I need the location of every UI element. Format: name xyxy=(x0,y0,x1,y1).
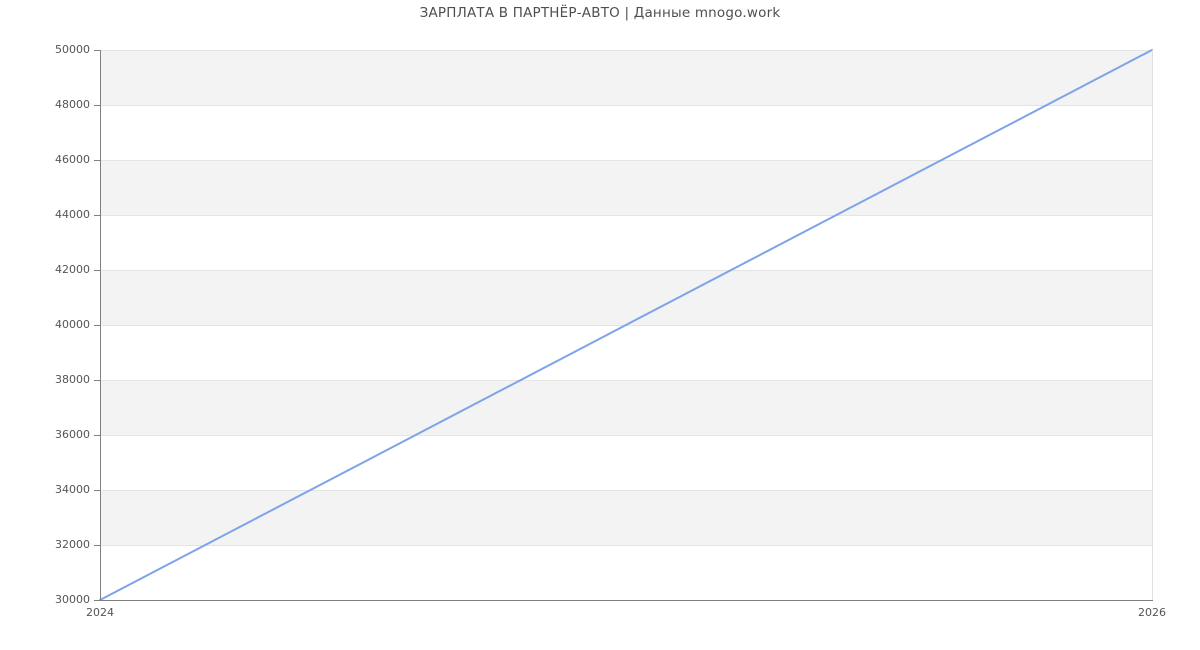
y-tick-mark xyxy=(94,435,100,436)
plot-band xyxy=(100,160,1152,215)
x-tick-label: 2026 xyxy=(1138,606,1166,619)
y-tick-mark xyxy=(94,105,100,106)
y-gridline xyxy=(100,435,1152,436)
chart-title: ЗАРПЛАТА В ПАРТНЁР-АВТО | Данные mnogo.w… xyxy=(419,5,781,21)
y-gridline xyxy=(100,215,1152,216)
y-tick-mark xyxy=(94,160,100,161)
series-polyline xyxy=(99,49,1153,601)
y-gridline xyxy=(100,50,1152,51)
y-tick-label: 30000 xyxy=(55,593,90,606)
x-axis-line xyxy=(100,600,1153,601)
y-gridline xyxy=(100,545,1152,546)
plot-band xyxy=(100,50,1152,105)
y-gridline xyxy=(100,380,1152,381)
y-tick-label: 36000 xyxy=(55,428,90,441)
plot-band xyxy=(100,270,1152,325)
y-gridline xyxy=(100,270,1152,271)
y-tick-mark xyxy=(94,545,100,546)
plot-area xyxy=(99,49,1153,601)
plot-right-border xyxy=(1152,50,1153,600)
y-tick-mark xyxy=(94,270,100,271)
y-tick-label: 42000 xyxy=(55,263,90,276)
y-tick-label: 48000 xyxy=(55,98,90,111)
y-axis-line xyxy=(100,50,101,601)
y-gridline xyxy=(100,490,1152,491)
y-tick-mark xyxy=(94,50,100,51)
y-tick-label: 50000 xyxy=(55,43,90,56)
plot-band xyxy=(100,490,1152,545)
y-tick-mark xyxy=(94,490,100,491)
y-tick-mark xyxy=(94,380,100,381)
y-tick-label: 34000 xyxy=(55,483,90,496)
plot-band xyxy=(100,380,1152,435)
salary-line-series xyxy=(99,49,1153,601)
y-tick-label: 44000 xyxy=(55,208,90,221)
y-tick-label: 40000 xyxy=(55,318,90,331)
y-tick-label: 46000 xyxy=(55,153,90,166)
y-tick-label: 32000 xyxy=(55,538,90,551)
y-tick-label: 38000 xyxy=(55,373,90,386)
y-tick-mark xyxy=(94,600,100,601)
x-tick-label: 2024 xyxy=(86,606,114,619)
y-gridline xyxy=(100,160,1152,161)
y-tick-mark xyxy=(94,215,100,216)
y-tick-mark xyxy=(94,325,100,326)
y-gridline xyxy=(100,105,1152,106)
